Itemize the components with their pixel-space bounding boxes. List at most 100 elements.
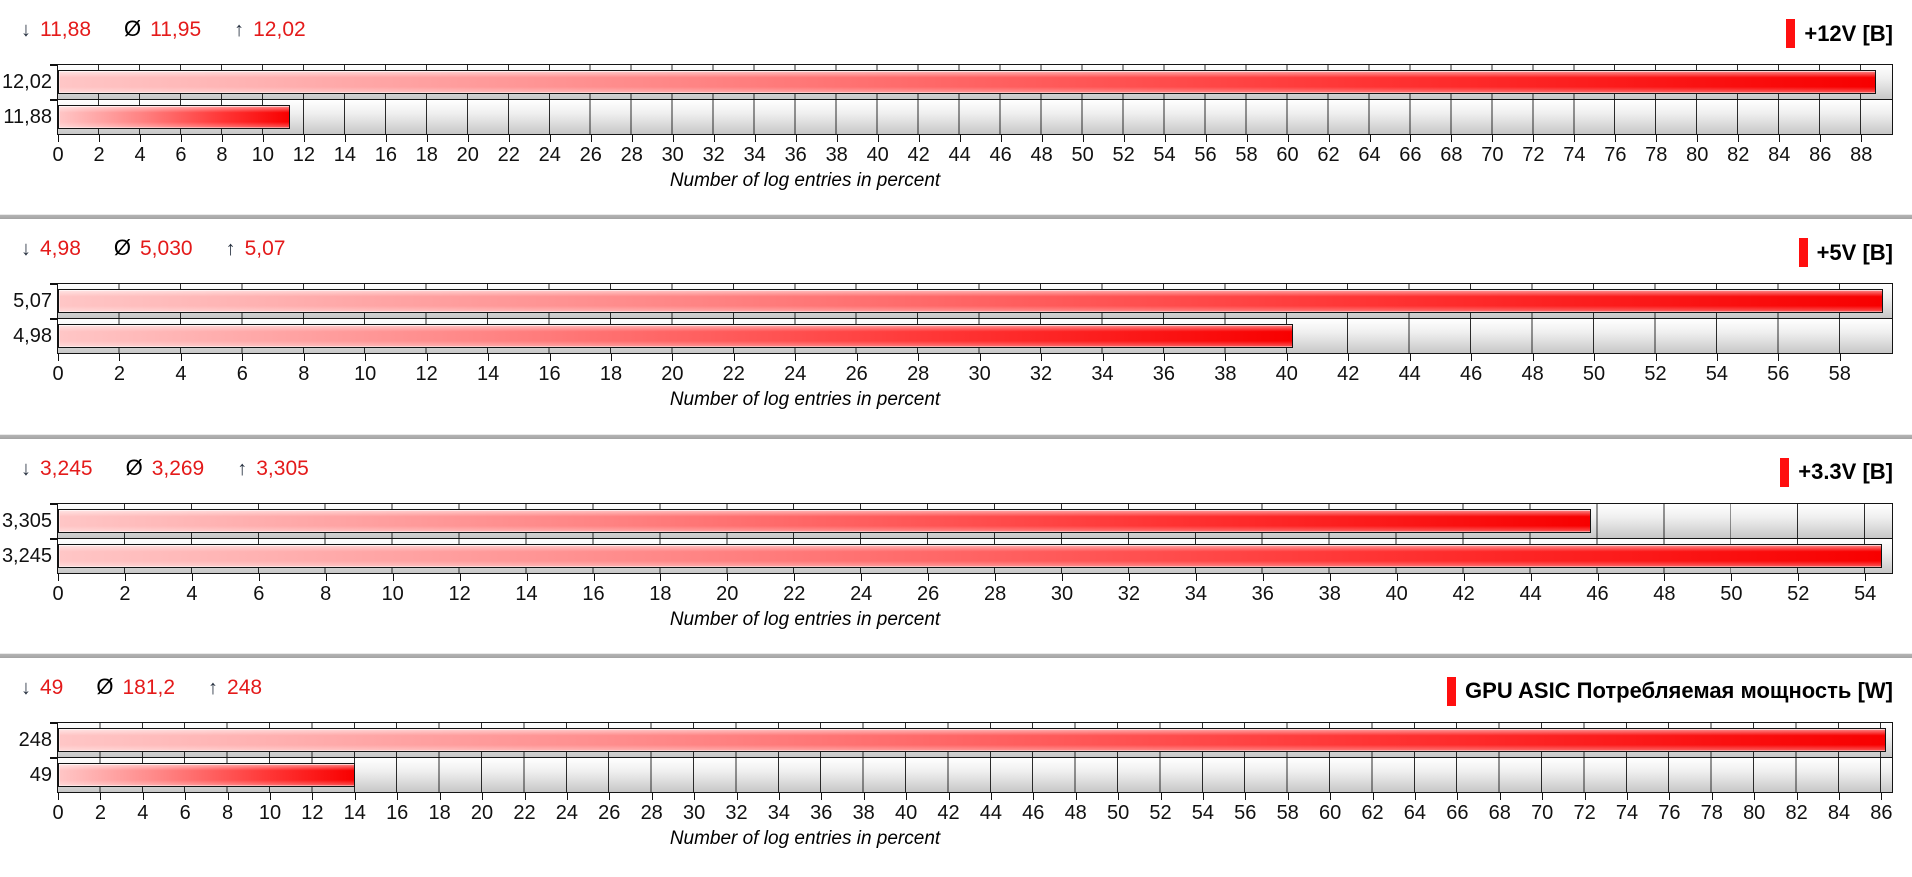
x-axis-tick-label: 54 — [1705, 363, 1729, 386]
x-axis-tick-label: 20 — [456, 144, 479, 166]
min-value: 49 — [40, 675, 64, 699]
x-axis-tick-label: 46 — [1586, 582, 1609, 605]
average-icon: Ø — [125, 454, 143, 480]
x-axis-tick — [1669, 792, 1671, 800]
x-axis-tick-label: 40 — [1385, 582, 1408, 605]
avg-stat: Ø 3,269 — [126, 455, 205, 481]
x-axis-tick — [1731, 573, 1733, 581]
x-axis-tick-label: 38 — [852, 801, 875, 824]
max-stat: ↑ 5,07 — [226, 237, 286, 261]
x-axis-tick — [1457, 792, 1459, 800]
x-axis-tick — [58, 354, 59, 362]
x-axis: 0 2 4 6 8 10 12 14 16 18 20 22 24 26 28 30 32 34 36 38 40 42 4… — [52, 135, 1893, 169]
x-axis-tick-label: 78 — [1645, 144, 1668, 166]
x-axis-tick — [1532, 354, 1534, 362]
x-axis-tick — [672, 354, 674, 362]
plot-area — [50, 64, 1893, 135]
x-axis-tick-label: 0 — [52, 801, 64, 824]
legend-color-bar-icon — [1786, 19, 1796, 48]
x-axis-tick-label: 24 — [850, 582, 873, 605]
x-axis-tick — [609, 792, 611, 800]
x-axis-tick-label: 58 — [1828, 363, 1851, 386]
x-axis-tick-label: 66 — [1399, 144, 1422, 166]
x-axis-tick — [795, 354, 797, 362]
x-axis-tick — [365, 354, 367, 362]
x-axis-tick-label: 86 — [1870, 801, 1893, 824]
x-axis-tick-label: 34 — [767, 801, 791, 824]
x-axis-tick-label: 20 — [470, 801, 494, 824]
x-axis-tick — [727, 573, 729, 581]
x-axis-tick-label: 36 — [784, 144, 807, 166]
x-axis-tick-label: 48 — [1521, 363, 1544, 386]
x-axis-tick-label: 36 — [810, 801, 833, 824]
x-axis-tick-label: 40 — [894, 801, 918, 824]
x-axis-tick-label: 50 — [1106, 801, 1130, 824]
min-stat: ↓ 4,98 — [21, 237, 81, 261]
x-axis-tick-label: 54 — [1854, 582, 1877, 605]
x-axis-tick — [1102, 354, 1104, 362]
x-axis-tick — [1163, 354, 1165, 362]
x-axis-tick-label: 16 — [386, 801, 409, 824]
x-axis-tick — [221, 135, 223, 142]
x-axis-tick — [426, 135, 428, 142]
x-axis-tick-label: 52 — [1112, 144, 1135, 166]
x-axis-tick-label: 34 — [1091, 363, 1114, 386]
x-axis-tick — [1202, 792, 1204, 800]
x-axis-tick-label: 0 — [52, 144, 64, 166]
x-axis-tick-label: 0 — [52, 582, 64, 605]
min-stat: ↓ 3,245 — [21, 457, 93, 481]
x-axis-tick — [488, 354, 490, 362]
avg-stat: Ø 11,95 — [124, 16, 201, 42]
x-axis-tick-label: 14 — [515, 582, 538, 605]
x-axis-tick — [979, 354, 981, 362]
legend-color-bar-icon — [1798, 238, 1808, 268]
x-axis-tick-label: 22 — [783, 582, 806, 605]
panel-separator — [0, 652, 1912, 658]
x-axis-tick-label: 30 — [968, 363, 991, 386]
min-value: 3,245 — [40, 456, 93, 480]
x-axis-tick — [1716, 354, 1718, 362]
x-axis-tick — [1861, 135, 1863, 142]
max-arrow-icon: ↑ — [225, 238, 236, 261]
x-axis-title: Number of log entries in percent — [669, 827, 941, 849]
x-axis-tick — [508, 135, 510, 142]
max-arrow-icon: ↑ — [208, 676, 219, 699]
x-axis-tick — [795, 135, 797, 142]
x-axis-tick — [1123, 135, 1125, 142]
x-axis-tick — [1655, 354, 1657, 362]
value-bar — [58, 727, 1886, 752]
x-axis-tick-label: 42 — [1452, 582, 1475, 605]
x-axis-tick-label: 6 — [236, 363, 248, 386]
x-axis-tick-label: 46 — [1022, 801, 1045, 824]
x-axis-tick-label: 50 — [1720, 582, 1743, 605]
x-axis-tick-label: 50 — [1071, 144, 1094, 166]
x-axis-tick-label: 6 — [253, 582, 265, 605]
x-axis-tick-label: 54 — [1153, 144, 1176, 166]
x-axis-tick-label: 50 — [1582, 363, 1606, 386]
x-axis-tick-label: 56 — [1194, 144, 1217, 166]
x-axis-tick — [242, 354, 244, 362]
x-axis-tick — [426, 354, 428, 362]
x-axis-tick — [1778, 354, 1780, 362]
x-axis-tick — [1492, 135, 1494, 142]
bar-track — [50, 721, 1893, 758]
x-axis-tick-label: 18 — [649, 582, 672, 605]
x-axis-tick-label: 14 — [343, 801, 366, 824]
x-axis-tick — [1865, 573, 1867, 581]
x-axis-title: Number of log entries in percent — [669, 608, 941, 630]
legend-color-bar-icon — [1447, 676, 1457, 706]
x-axis-tick — [482, 792, 483, 800]
x-axis-tick — [185, 792, 187, 800]
x-axis-tick — [1118, 792, 1120, 800]
x-axis-tick-label: 52 — [1787, 582, 1810, 605]
x-axis-tick — [694, 792, 696, 800]
x-axis-tick — [1584, 792, 1586, 800]
max-stat: ↑ 248 — [208, 676, 262, 700]
value-bar — [58, 762, 355, 787]
x-axis-tick-label: 4 — [175, 363, 187, 386]
x-axis-tick-label: 4 — [134, 144, 146, 166]
x-axis-tick — [1533, 135, 1535, 142]
x-axis-tick-label: 8 — [320, 582, 332, 605]
x-axis-tick-label: 68 — [1440, 144, 1463, 166]
x-axis-tick — [1471, 354, 1473, 362]
